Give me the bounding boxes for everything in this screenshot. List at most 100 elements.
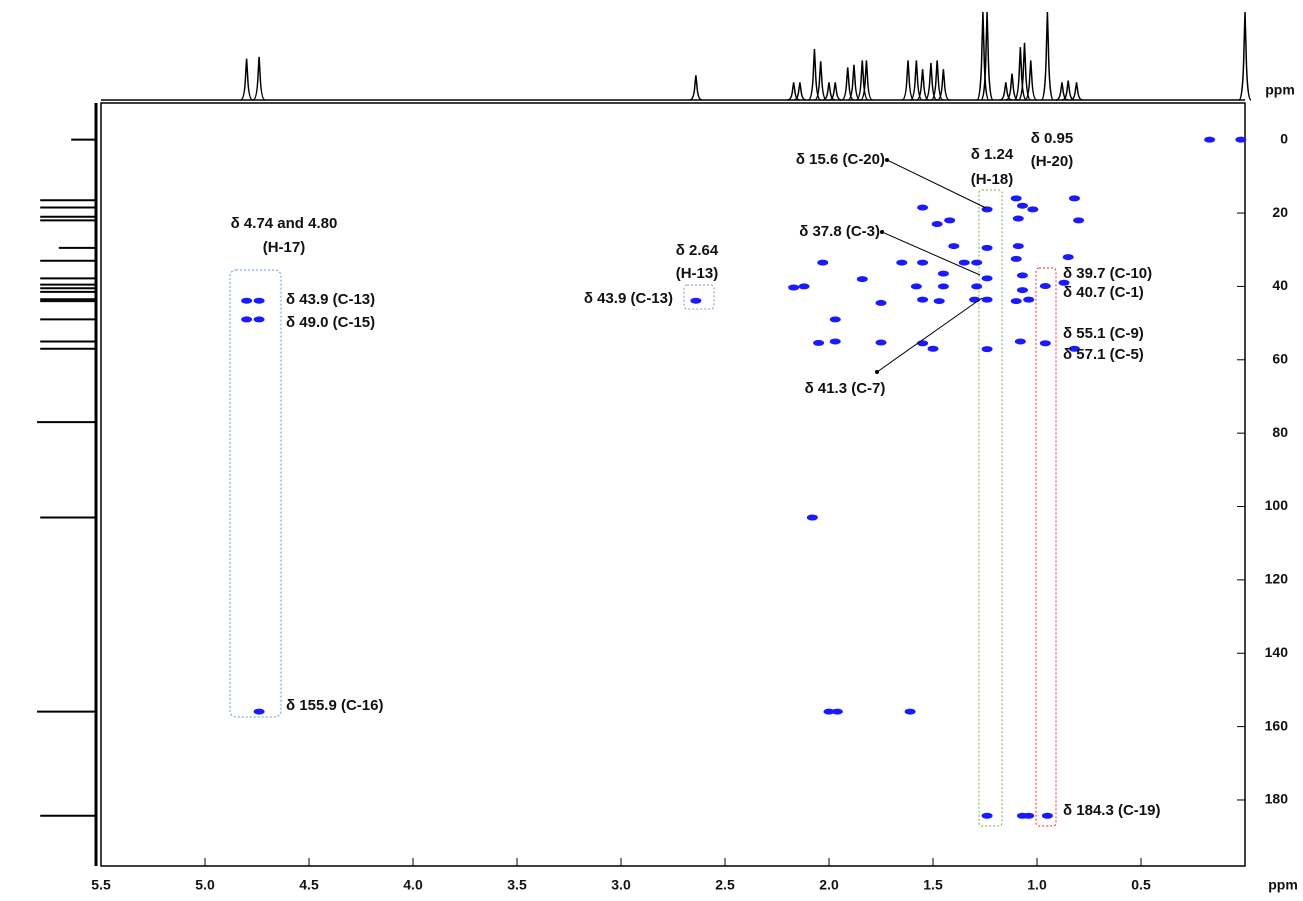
projection-peak [999, 82, 1012, 101]
y-tick-label: 180 [1265, 791, 1289, 807]
cross-peak [241, 316, 253, 323]
leader-dot [885, 158, 889, 162]
projection-peak [901, 60, 915, 101]
highlight-box [1035, 267, 1057, 827]
leader-dot [880, 230, 884, 234]
cross-peak [981, 275, 993, 282]
cross-peak [1204, 136, 1216, 143]
projection-peak [1055, 82, 1069, 101]
y-tick-label: 140 [1265, 644, 1289, 660]
cross-peak [933, 298, 945, 305]
y-tick-label: 160 [1265, 717, 1289, 733]
cross-peak [1016, 202, 1028, 209]
cross-peak [917, 259, 929, 266]
cross-peak [917, 296, 929, 303]
projection-peak [1040, 11, 1055, 101]
annotation: δ 43.9 (C-13) [286, 291, 375, 308]
x-tick-label: 3.5 [507, 877, 527, 893]
cross-peak [981, 206, 993, 213]
cross-peak [896, 259, 908, 266]
y-tick-label: 80 [1272, 424, 1288, 440]
projection-peak [847, 64, 861, 101]
projection-peak [787, 82, 800, 101]
annotation: δ 15.6 (C-20) [796, 151, 885, 168]
cross-peak [875, 339, 887, 346]
y-tick-label: 120 [1265, 571, 1289, 587]
cross-peak [253, 708, 265, 715]
leader-line [886, 159, 987, 209]
x-tick-label: 0.5 [1131, 877, 1151, 893]
cross-peak [875, 299, 887, 306]
projection-peak [808, 48, 821, 101]
y-tick-label: 60 [1272, 350, 1288, 366]
cross-peak [1039, 283, 1051, 290]
cross-peak [969, 296, 981, 303]
cross-peak [690, 297, 702, 304]
annotation: δ 184.3 (C-19) [1063, 802, 1160, 819]
projection-peak [689, 75, 703, 101]
annotation: δ 2.64 [676, 242, 719, 259]
cross-peak [904, 708, 916, 715]
annotation: δ 155.9 (C-16) [286, 697, 383, 714]
projection-peak [856, 60, 869, 101]
y-tick-label: 0 [1280, 130, 1288, 146]
annotation: δ 1.24 [971, 146, 1014, 163]
cross-peak [798, 283, 810, 290]
cross-peak [1068, 195, 1080, 202]
cross-peak [856, 276, 868, 283]
projection-peak [924, 62, 938, 101]
plot-frame [100, 102, 1246, 867]
highlight-box [978, 189, 1003, 827]
highlight-box [683, 284, 715, 310]
annotation: δ 4.74 and 4.80 [231, 215, 338, 232]
cross-peak [1012, 243, 1024, 250]
annotation: δ 55.1 (C-9) [1063, 325, 1144, 342]
highlight-box [229, 269, 282, 718]
x-tick-label: 2.0 [819, 877, 839, 893]
projection-peak [841, 67, 854, 101]
cross-peak [253, 297, 265, 304]
annotation: (H-17) [263, 239, 306, 256]
projection-peak [937, 69, 950, 101]
projection-peak [829, 82, 842, 101]
cross-peak [981, 296, 993, 303]
cross-peak [1016, 272, 1028, 279]
cross-peak [931, 221, 943, 228]
annotation: δ 37.8 (C-3) [799, 223, 880, 240]
x-tick-label: 4.0 [403, 877, 423, 893]
cross-peak [1068, 345, 1080, 352]
projection-peak [240, 58, 253, 101]
leader-line [881, 231, 981, 276]
cross-peak [817, 259, 829, 266]
cross-peak [241, 297, 253, 304]
cross-peak [1010, 195, 1022, 202]
cross-peak [971, 259, 983, 266]
projection-peak [910, 60, 923, 101]
cross-peak [806, 514, 818, 521]
cross-peak [829, 316, 841, 323]
cross-peak [831, 708, 843, 715]
cross-peak [971, 283, 983, 290]
cross-peak [1039, 340, 1051, 347]
x-tick-label: 2.5 [715, 877, 735, 893]
annotation: δ 39.7 (C-10) [1063, 265, 1152, 282]
x-tick-label: 1.0 [1027, 877, 1047, 893]
cross-peak [981, 812, 993, 819]
x-tick-label: 4.5 [299, 877, 319, 893]
projection-peak [793, 82, 807, 101]
cross-peak [788, 284, 800, 291]
annotation: δ 57.1 (C-5) [1063, 346, 1144, 363]
projection-peak [916, 69, 929, 101]
annotation: δ 49.0 (C-15) [286, 314, 375, 331]
annotation: (H-18) [971, 171, 1014, 188]
cross-peak [1012, 215, 1024, 222]
cross-peak [944, 217, 956, 224]
projection-peak [814, 61, 827, 101]
cross-peak [948, 243, 960, 250]
annotation: δ 40.7 (C-1) [1063, 284, 1144, 301]
cross-peak [937, 270, 949, 277]
projection-peak [1062, 80, 1075, 101]
annotation: δ 41.3 (C-7) [805, 380, 886, 397]
cross-peak [1073, 217, 1085, 224]
